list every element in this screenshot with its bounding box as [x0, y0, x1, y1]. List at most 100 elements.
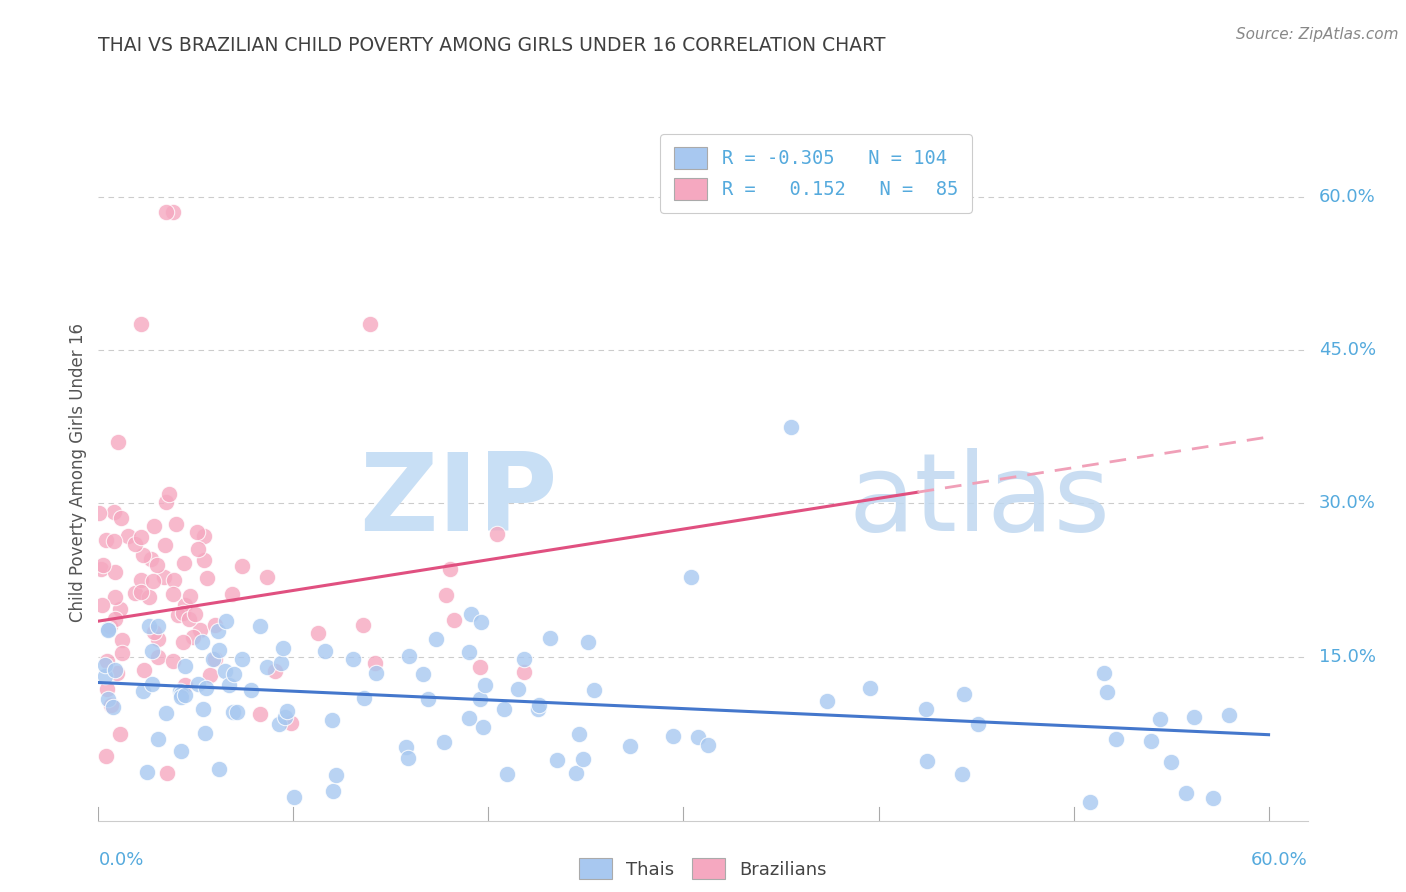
Point	[104, 590, 127, 604]
Point	[148, 650, 170, 665]
Point	[1140, 734, 1163, 748]
Point	[779, 419, 801, 434]
Point	[139, 552, 162, 566]
Point	[527, 702, 550, 716]
Point	[104, 663, 127, 677]
Text: 60.0%: 60.0%	[1251, 851, 1308, 869]
Point	[325, 767, 347, 781]
Point	[470, 659, 492, 673]
Point	[153, 538, 176, 552]
Point	[142, 574, 165, 588]
Point	[101, 700, 124, 714]
Point	[131, 683, 153, 698]
Text: 0.0%: 0.0%	[98, 851, 143, 869]
Point	[218, 678, 240, 692]
Point	[207, 643, 229, 657]
Point	[162, 205, 184, 219]
Point	[155, 205, 177, 219]
Text: 15.0%: 15.0%	[1319, 648, 1375, 666]
Point	[90, 561, 112, 575]
Point	[342, 652, 364, 666]
Point	[486, 527, 509, 541]
Point	[231, 558, 253, 573]
Point	[950, 767, 973, 781]
Point	[434, 589, 457, 603]
Point	[195, 571, 218, 585]
Point	[138, 619, 160, 633]
Point	[208, 762, 231, 776]
Point	[1105, 731, 1128, 746]
Point	[194, 681, 217, 696]
Legend: Thais, Brazilians: Thais, Brazilians	[571, 849, 835, 888]
Point	[264, 664, 287, 678]
Point	[100, 698, 122, 712]
Point	[443, 613, 465, 627]
Point	[468, 692, 491, 706]
Point	[470, 615, 492, 630]
Point	[110, 511, 132, 525]
Point	[131, 530, 153, 544]
Point	[240, 682, 263, 697]
Point	[274, 710, 297, 724]
Point	[221, 705, 243, 719]
Point	[967, 717, 990, 731]
Point	[1218, 707, 1240, 722]
Point	[458, 645, 481, 659]
Point	[188, 623, 211, 637]
Point	[425, 632, 447, 646]
Point	[93, 558, 115, 572]
Point	[815, 694, 838, 708]
Point	[186, 524, 208, 539]
Point	[1182, 709, 1205, 723]
Point	[162, 587, 184, 601]
Point	[513, 651, 536, 665]
Text: 30.0%: 30.0%	[1319, 494, 1375, 513]
Point	[496, 767, 519, 781]
Text: 60.0%: 60.0%	[1319, 187, 1375, 205]
Point	[1160, 755, 1182, 769]
Point	[256, 660, 278, 674]
Point	[321, 713, 343, 727]
Point	[565, 765, 588, 780]
Point	[98, 619, 121, 633]
Point	[146, 558, 169, 572]
Point	[572, 752, 595, 766]
Point	[221, 587, 243, 601]
Point	[96, 654, 118, 668]
Point	[269, 717, 291, 731]
Point	[174, 678, 197, 692]
Y-axis label: Child Poverty Among Girls Under 16: Child Poverty Among Girls Under 16	[69, 323, 87, 623]
Point	[418, 691, 440, 706]
Point	[191, 702, 214, 716]
Point	[134, 663, 156, 677]
Point	[546, 754, 568, 768]
Point	[153, 570, 176, 584]
Point	[179, 589, 201, 603]
Point	[1202, 791, 1225, 805]
Point	[170, 744, 193, 758]
Point	[174, 659, 197, 673]
Point	[187, 542, 209, 557]
Point	[129, 573, 152, 587]
Point	[280, 715, 302, 730]
Point	[103, 505, 125, 519]
Point	[474, 677, 496, 691]
Point	[224, 667, 246, 681]
Point	[124, 586, 146, 600]
Point	[914, 702, 936, 716]
Point	[352, 617, 374, 632]
Point	[193, 552, 215, 566]
Point	[146, 619, 169, 633]
Point	[107, 435, 129, 450]
Point	[583, 683, 606, 698]
Point	[396, 751, 419, 765]
Point	[364, 666, 387, 681]
Point	[131, 548, 153, 562]
Point	[679, 570, 702, 584]
Point	[124, 537, 146, 551]
Point	[97, 624, 120, 638]
Text: atlas: atlas	[848, 448, 1111, 554]
Point	[207, 624, 229, 638]
Point	[141, 644, 163, 658]
Point	[87, 506, 110, 520]
